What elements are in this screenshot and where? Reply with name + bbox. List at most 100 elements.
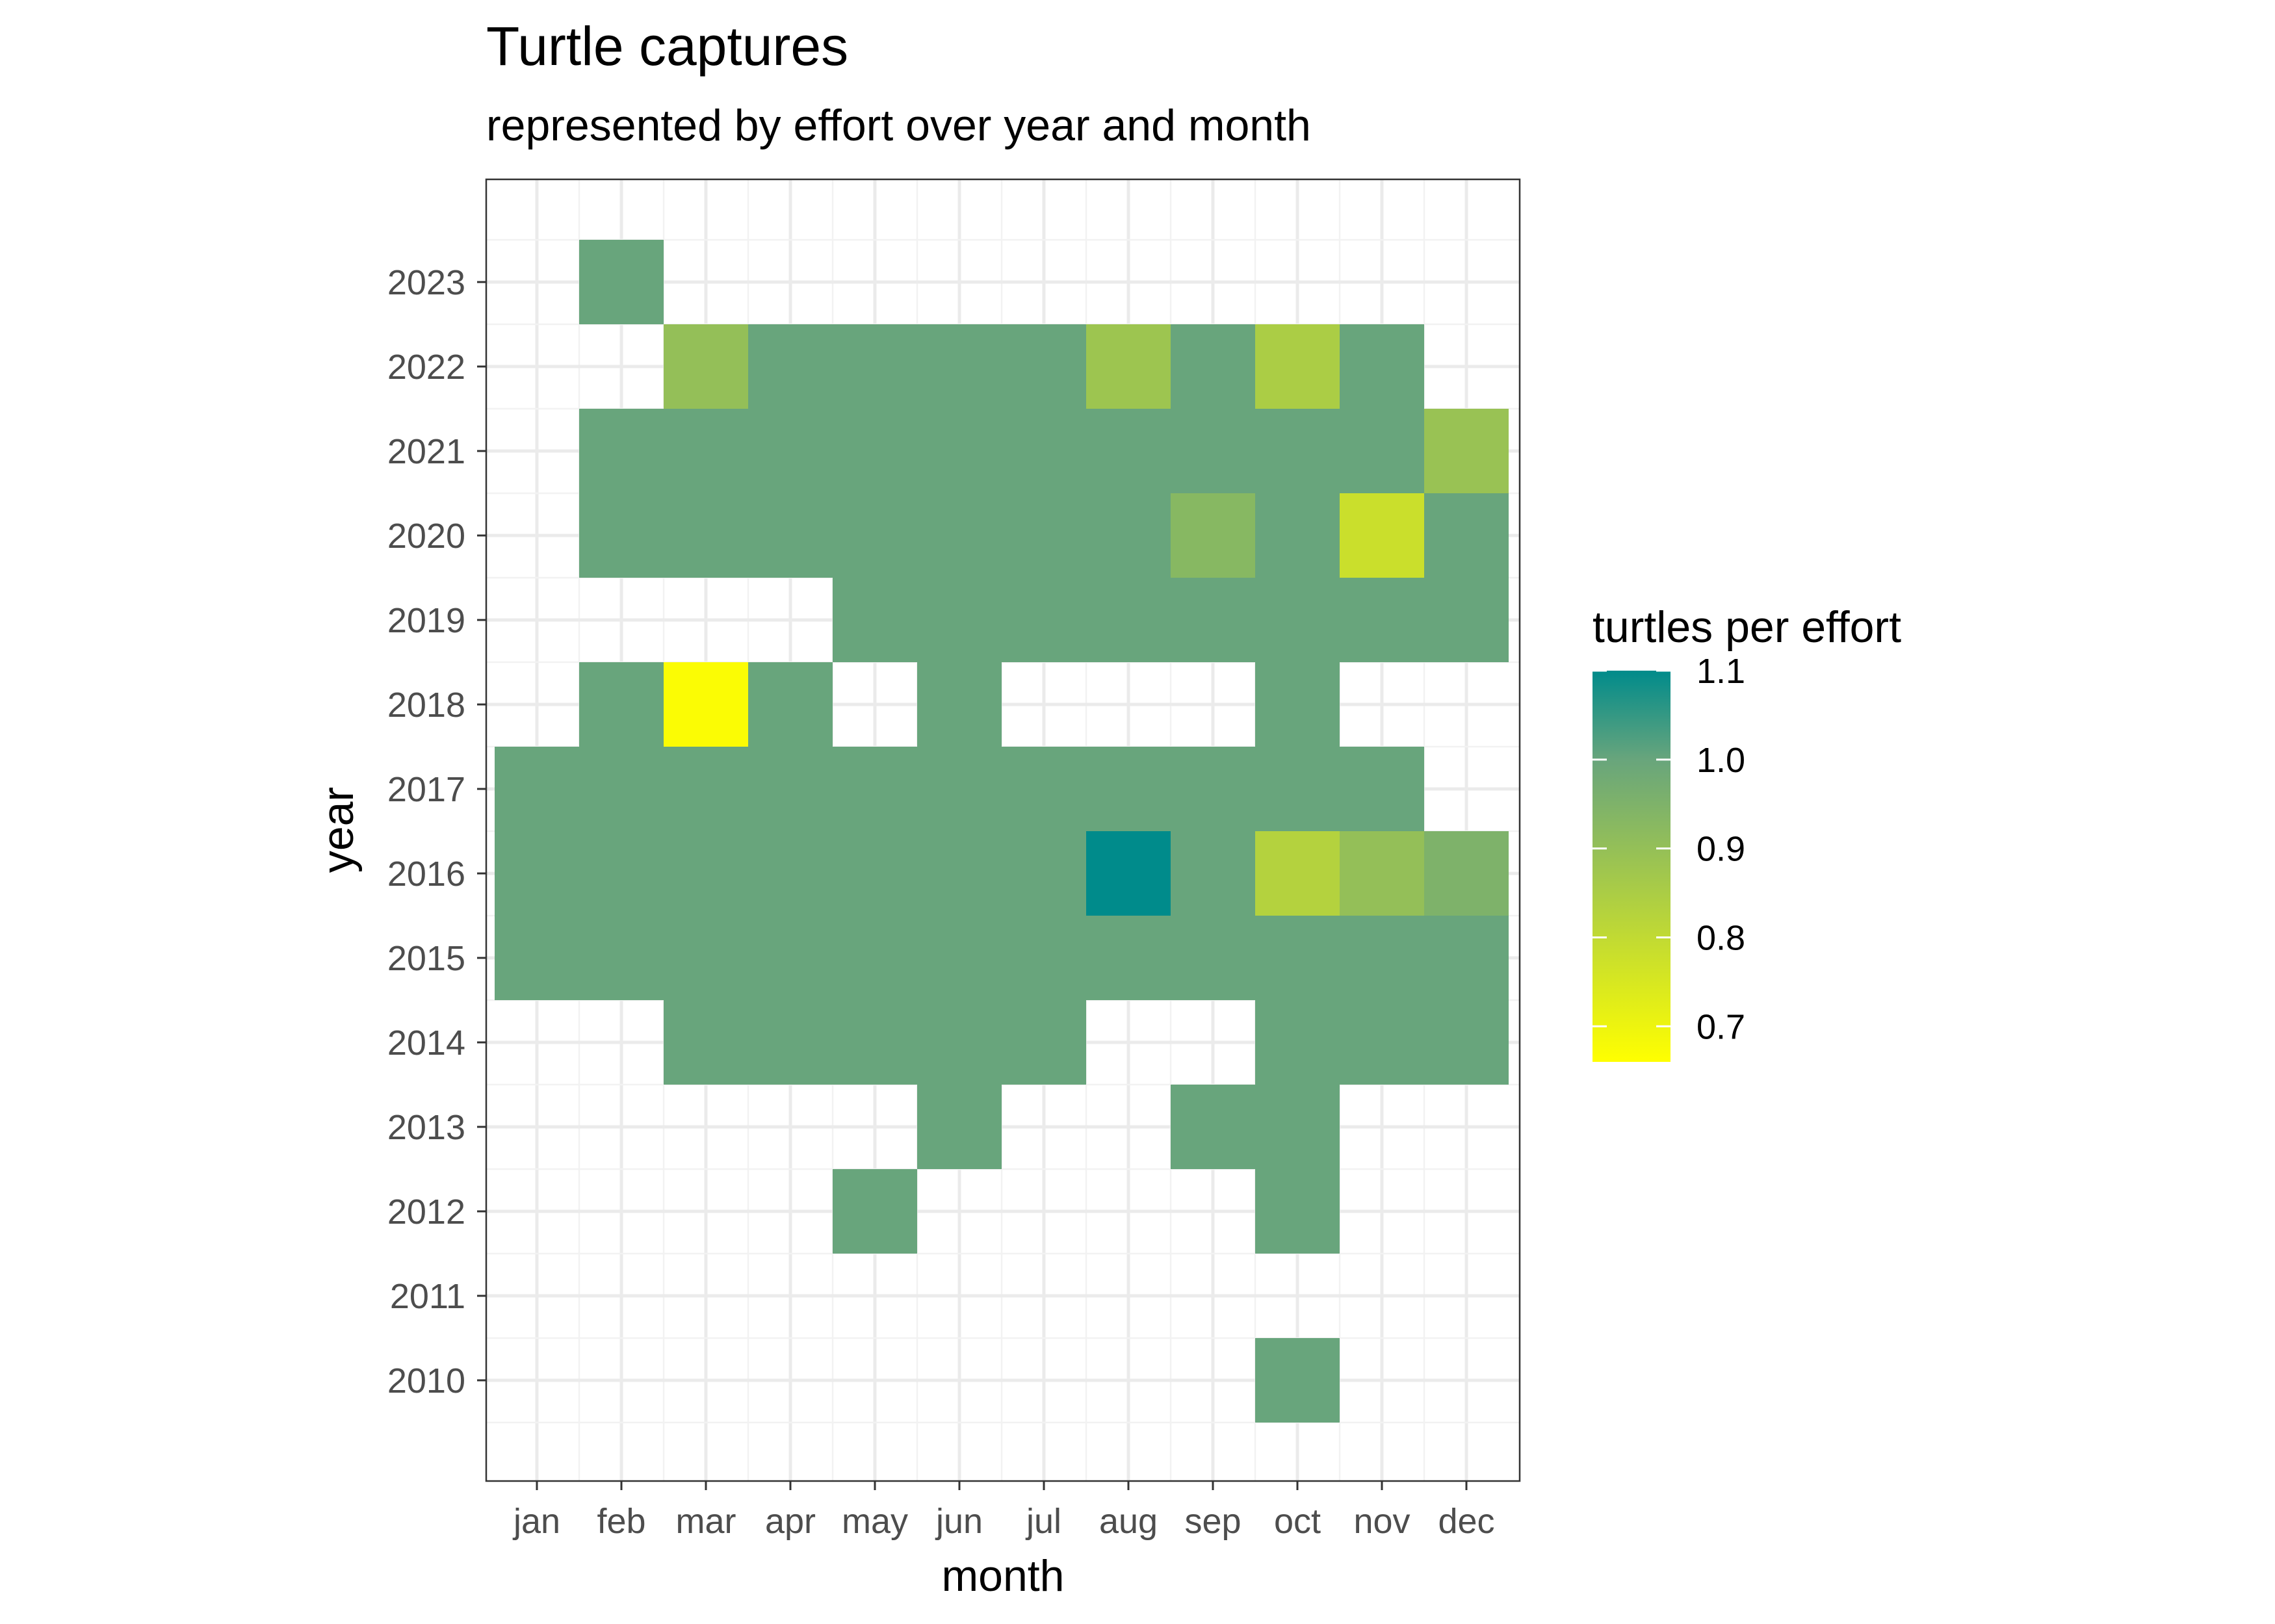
heatmap-cell [748,324,833,409]
heatmap-cell [579,916,664,1000]
x-tick-label: mar [676,1502,736,1541]
x-tick-label: jun [935,1502,983,1541]
heatmap-cell [495,916,579,1000]
heatmap-cell [1002,831,1086,916]
heatmap-cells [495,240,1509,1423]
heatmap-cell [1255,1169,1340,1254]
y-tick-label: 2020 [387,517,465,556]
heatmap-cell [833,578,917,662]
x-tick-label: oct [1274,1502,1321,1541]
heatmap-cell [664,831,748,916]
chart-subtitle: represented by effort over year and mont… [486,101,1311,150]
heatmap-cell [1424,578,1509,662]
x-tick-label: jul [1025,1502,1061,1541]
legend-ticks: 1.1 1.0 0.9 0.8 0.7 [1592,652,1745,1046]
heatmap-cell [1340,578,1424,662]
heatmap-cell [748,747,833,831]
heatmap-cell [664,1000,748,1085]
x-tick-label: apr [765,1502,816,1541]
heatmap-cell [664,409,748,493]
heatmap-cell [1255,1085,1340,1169]
legend-tick-label: 1.1 [1696,652,1745,691]
heatmap-cell [748,493,833,578]
heatmap-cell [664,324,748,409]
heatmap-cell [1255,916,1340,1000]
color-legend: turtles per effort 1.1 1.0 0.9 0.8 0.7 [1592,602,1901,1062]
heatmap-cell [917,831,1002,916]
heatmap-cell [1255,662,1340,747]
legend-color-bar [1592,671,1670,1062]
legend-title: turtles per effort [1592,602,1901,652]
heatmap-cell [1086,324,1171,409]
heatmap-cell [1255,747,1340,831]
heatmap-cell [917,747,1002,831]
heatmap-cell [833,1169,917,1254]
heatmap-cell [748,831,833,916]
heatmap-cell [1171,831,1255,916]
heatmap-cell [1171,916,1255,1000]
heatmap-cell [917,662,1002,747]
heatmap-cell [1002,324,1086,409]
y-tick-label: 2014 [387,1024,465,1063]
x-axis-ticks: jan feb mar apr may jun jul aug sep oct nov dec [512,1481,1495,1541]
heatmap-cell [1340,747,1424,831]
heatmap-cell [1002,578,1086,662]
heatmap-cell [917,578,1002,662]
heatmap-cell [833,831,917,916]
heatmap-cell [664,493,748,578]
x-axis-title: month [942,1551,1065,1601]
chart-title: Turtle captures [486,16,848,77]
heatmap-cell [1086,747,1171,831]
y-tick-label: 2018 [387,686,465,725]
heatmap-cell [1171,747,1255,831]
heatmap-cell [1171,324,1255,409]
y-tick-label: 2023 [387,263,465,302]
heatmap-cell [1255,324,1340,409]
x-tick-label: sep [1184,1502,1241,1541]
heatmap-cell [1255,409,1340,493]
heatmap-cell [917,324,1002,409]
heatmap-cell [1424,1000,1509,1085]
y-tick-label: 2011 [390,1277,465,1316]
heatmap-cell [917,493,1002,578]
legend-tick-label: 0.7 [1696,1007,1745,1046]
heatmap-cell [1002,409,1086,493]
panel-border [485,178,1521,1482]
legend-tick-label: 1.0 [1696,741,1745,780]
heatmap-cell [1340,1000,1424,1085]
heatmap-cell [1086,493,1171,578]
heatmap-cell [1002,493,1086,578]
heatmap-cell [664,662,748,747]
heatmap-cell [1002,916,1086,1000]
heatmap-cell [917,1085,1002,1169]
heatmap-cell [1255,493,1340,578]
heatmap-cell [1171,578,1255,662]
heatmap-cell [579,409,664,493]
heatmap-cell [1424,493,1509,578]
heatmap-cell [1340,916,1424,1000]
heatmap-cell [1340,409,1424,493]
legend-tick-label: 0.9 [1696,830,1745,869]
heatmap-cell [1340,493,1424,578]
heatmap-cell [579,831,664,916]
heatmap-cell [833,493,917,578]
heatmap-cell [1086,831,1171,916]
x-tick-label: may [842,1502,908,1541]
heatmap-cell [1255,831,1340,916]
heatmap-cell [1086,578,1171,662]
heatmap-cell [1424,409,1509,493]
x-tick-label: feb [597,1502,645,1541]
heatmap-cell [1340,324,1424,409]
heatmap-cell [1086,409,1171,493]
heatmap-cell [748,662,833,747]
heatmap-cell [748,1000,833,1085]
heatmap-cell [1171,1085,1255,1169]
legend-tick-label: 0.8 [1696,918,1745,957]
y-tick-label: 2022 [387,348,465,387]
heatmap-cell [833,747,917,831]
heatmap-cell [833,409,917,493]
heatmap-cell [833,324,917,409]
heatmap-cell [1255,578,1340,662]
y-axis-title: year [313,787,363,873]
